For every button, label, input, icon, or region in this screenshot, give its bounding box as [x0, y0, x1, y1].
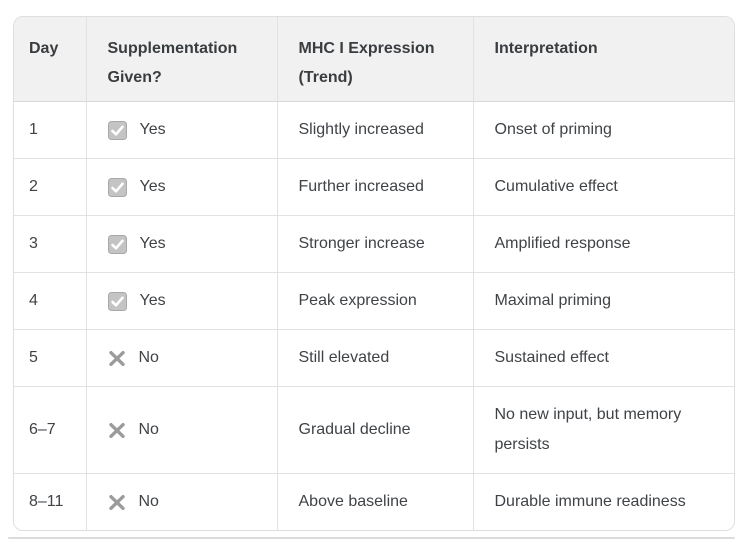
- supplementation-cell: No: [85, 386, 277, 474]
- supplementation-cell: Yes: [85, 158, 277, 216]
- supplementation-label: No: [138, 349, 159, 366]
- interpretation-cell: Durable immune readiness: [472, 473, 734, 530]
- table-row: 6–7 No Gradual decline No new input, but…: [14, 386, 734, 474]
- column-header-interpretation: Interpretation: [472, 17, 734, 102]
- x-mark-icon: [108, 422, 126, 439]
- supplementation-cell: Yes: [85, 101, 277, 159]
- interpretation-cell: Maximal priming: [472, 272, 734, 330]
- interpretation-cell: Cumulative effect: [472, 158, 734, 216]
- day-cell: 4: [14, 272, 86, 330]
- day-cell: 5: [14, 329, 86, 387]
- supplementation-cell: Yes: [85, 215, 277, 273]
- supplementation-label: Yes: [139, 178, 166, 195]
- interpretation-cell: Amplified response: [472, 215, 734, 273]
- day-cell: 1: [14, 101, 86, 159]
- trend-cell: Still elevated: [276, 329, 473, 387]
- bottom-divider: [8, 537, 735, 539]
- supplementation-label: No: [138, 421, 159, 438]
- day-cell: 3: [14, 215, 86, 273]
- day-cell: 6–7: [14, 386, 86, 474]
- supplementation-cell: Yes: [85, 272, 277, 330]
- supplementation-schedule-table: Day Supplementation Given? MHC I Express…: [13, 16, 735, 531]
- column-header-day: Day: [14, 17, 86, 102]
- trend-cell: Peak expression: [276, 272, 473, 330]
- interpretation-cell: Sustained effect: [472, 329, 734, 387]
- supplementation-label: Yes: [139, 292, 166, 309]
- checkbox-checked-icon: [107, 234, 127, 254]
- supplementation-label: No: [138, 493, 159, 510]
- supplementation-cell: No: [85, 329, 277, 387]
- day-cell: 8–11: [14, 473, 86, 530]
- trend-cell: Slightly increased: [276, 101, 473, 159]
- day-cell: 2: [14, 158, 86, 216]
- table-row: 2 Yes Further increased Cumulative effec…: [14, 158, 734, 216]
- supplementation-cell: No: [85, 473, 277, 530]
- trend-cell: Above baseline: [276, 473, 473, 530]
- interpretation-cell: Onset of priming: [472, 101, 734, 159]
- table-row: 4 Yes Peak expression Maximal priming: [14, 272, 734, 330]
- table-header-row: Day Supplementation Given? MHC I Express…: [14, 17, 734, 102]
- trend-cell: Gradual decline: [276, 386, 473, 474]
- column-header-supplementation: Supplementation Given?: [85, 17, 277, 102]
- column-header-mhc-expression: MHC I Expression (Trend): [276, 17, 473, 102]
- checkbox-checked-icon: [107, 291, 127, 311]
- trend-cell: Further increased: [276, 158, 473, 216]
- table-row: 8–11 No Above baseline Durable immune re…: [14, 473, 734, 530]
- x-mark-icon: [108, 350, 126, 367]
- table-row: 3 Yes Stronger increase Amplified respon…: [14, 215, 734, 273]
- supplementation-label: Yes: [139, 235, 166, 252]
- table-row: 1 Yes Slightly increased Onset of primin…: [14, 101, 734, 159]
- supplementation-label: Yes: [139, 121, 166, 138]
- table-row: 5 No Still elevated Sustained effect: [14, 329, 734, 387]
- interpretation-cell: No new input, but memory persists: [472, 386, 734, 474]
- data-table: Day Supplementation Given? MHC I Express…: [14, 17, 734, 530]
- checkbox-checked-icon: [107, 120, 127, 140]
- trend-cell: Stronger increase: [276, 215, 473, 273]
- checkbox-checked-icon: [107, 177, 127, 197]
- x-mark-icon: [108, 494, 126, 511]
